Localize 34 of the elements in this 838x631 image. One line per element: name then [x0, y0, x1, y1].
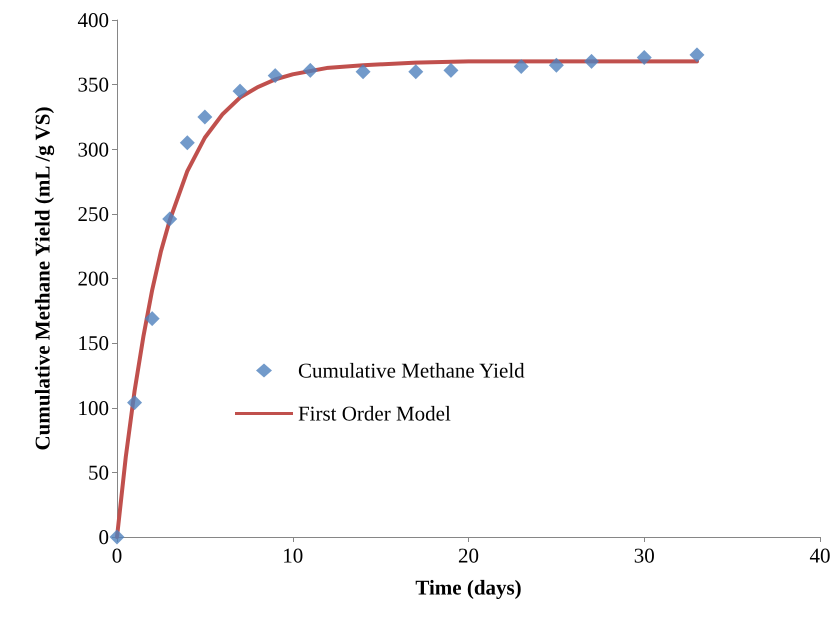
point: [302, 62, 318, 78]
x-tick-label: 20: [458, 544, 479, 568]
y-tick-label: 50: [88, 460, 109, 484]
point: [127, 395, 142, 410]
point: [197, 109, 212, 124]
legend-label: First Order Model: [298, 402, 451, 426]
point: [514, 59, 529, 74]
point: [636, 50, 652, 65]
point: [144, 311, 160, 326]
point: [689, 47, 704, 62]
point: [408, 64, 424, 80]
y-tick-label: 100: [78, 396, 109, 420]
legend-label: Cumulative Methane Yield: [298, 358, 526, 382]
y-tick-label: 150: [78, 331, 109, 356]
x-tick-label: 40: [810, 544, 830, 568]
y-tick-label: 250: [78, 202, 109, 226]
y-axis-title: Cumulative Methane Yield (mL /g VS): [30, 106, 54, 450]
point: [356, 64, 371, 80]
y-tick-label: 200: [78, 266, 109, 290]
point: [110, 530, 124, 544]
y-tick-label: 400: [78, 8, 109, 32]
point: [443, 62, 458, 78]
point: [548, 58, 564, 73]
point: [584, 54, 600, 69]
point: [232, 84, 248, 99]
y-tick-label: 300: [78, 137, 109, 162]
x-tick-label: 10: [282, 544, 304, 568]
x-tick-label: 30: [634, 544, 655, 568]
point: [268, 68, 283, 84]
y-tick-label: 0: [98, 525, 109, 549]
x-axis-title: Time (days): [415, 576, 522, 600]
point: [180, 135, 195, 150]
point: [162, 212, 178, 227]
y-tick-label: 350: [78, 72, 109, 97]
